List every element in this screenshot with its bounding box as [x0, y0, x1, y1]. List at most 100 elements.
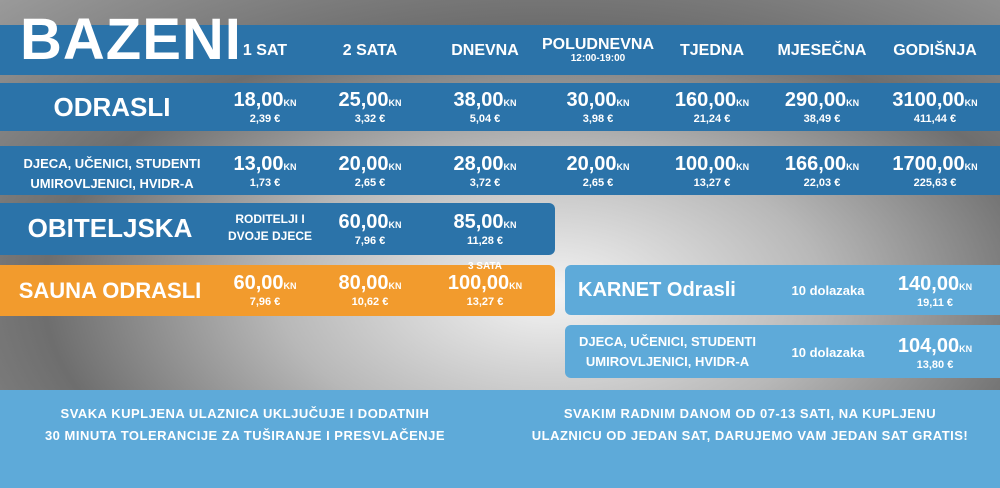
header-band [0, 25, 1000, 75]
karnet-band [565, 325, 1000, 378]
price-cell: 85,00KN 11,28 € [425, 212, 545, 248]
karnet-band [565, 265, 1000, 315]
price-cell: 104,00KN 13,80 € [875, 336, 995, 372]
price: 160,00 [674, 89, 737, 111]
price-eur: 3,98 € [582, 113, 614, 125]
currency: KN [283, 98, 297, 108]
price-cell: 18,00KN 2,39 € [205, 90, 325, 126]
price-eur: 13,27 € [693, 177, 731, 189]
price-eur: 2,39 € [249, 113, 281, 125]
column-sub: 12:00-19:00 [570, 53, 626, 64]
price-line: 166,00KN [762, 154, 882, 177]
price-line: 20,00KN [310, 154, 430, 177]
price-eur: 2,65 € [582, 177, 614, 189]
price: 104,00 [897, 335, 960, 357]
price: 100,00 [447, 272, 510, 294]
price-eur: 38,49 € [803, 113, 841, 125]
price-line: 28,00KN [425, 154, 545, 177]
price-line: 104,00KN [875, 336, 995, 359]
price-eur: 411,44 € [913, 113, 957, 125]
karnet-label-line: KARNET Odrasli [578, 279, 736, 301]
price-cell: 140,00KN 19,11 € [875, 274, 995, 310]
footer-line: SVAKA KUPLJENA ULAZNICA UKLJUČUJE I DODA… [60, 406, 430, 421]
price: 1700,00 [892, 153, 965, 175]
price-cell: 30,00KN 3,98 € [538, 90, 658, 126]
row-label: OBITELJSKA [27, 213, 193, 243]
family-note-line: DVOJE DJECE [227, 229, 313, 243]
karnet-visits: 10 dolazaka [791, 283, 865, 298]
price: 28,00 [453, 153, 504, 175]
price: 38,00 [453, 89, 504, 111]
price-eur: 3,72 € [469, 177, 501, 189]
price-line: 18,00KN [205, 90, 325, 113]
price: 20,00 [566, 153, 617, 175]
currency: KN [283, 162, 297, 172]
karnet-label-line: DJECA, UČENICI, STUDENTI [579, 334, 756, 349]
price-eur: 11,28 € [466, 235, 504, 247]
column-label: MJESEČNA [777, 42, 867, 59]
price-eur: 13,80 € [916, 359, 954, 371]
column-header: 2 SATA [310, 42, 430, 59]
karnet-visits: 10 dolazaka [791, 345, 865, 360]
column-label: 2 SATA [342, 42, 398, 59]
row-label: ODRASLI [0, 92, 227, 122]
column-label: DNEVNA [451, 42, 519, 59]
currency: KN [964, 98, 978, 108]
row-band [0, 83, 1000, 131]
price-cell: 20,00KN 2,65 € [310, 154, 430, 190]
price-eur: 22,03 € [803, 177, 841, 189]
column-header: MJESEČNA [762, 42, 882, 59]
karnet-label: KARNET Odrasli [578, 276, 778, 304]
price-line: 85,00KN [425, 212, 545, 235]
price: 3100,00 [892, 89, 965, 111]
footer-line: SVAKIM RADNIM DANOM OD 07-13 SATI, NA KU… [563, 406, 937, 421]
price-cell: 28,00KN 3,72 € [425, 154, 545, 190]
price-line: 80,00KN [310, 273, 430, 296]
column-label: 1 SAT [242, 42, 288, 59]
karnet-label: DJECA, UČENICI, STUDENTI UMIROVLJENICI, H… [565, 332, 770, 372]
price-cell: 290,00KN 38,49 € [762, 90, 882, 126]
row-label-line: DJECA, UČENICI, STUDENTI [23, 156, 201, 171]
price-cell: 1700,00KN 225,63 € [875, 154, 995, 190]
price-line: 60,00KN [310, 212, 430, 235]
price: 140,00 [897, 273, 960, 295]
row-band [0, 146, 1000, 195]
price-cell: 100,00KN 13,27 € [425, 273, 545, 309]
price: 80,00 [338, 272, 389, 294]
sauna-note: 3 SATA [467, 261, 503, 272]
price-cell: 20,00KN 2,65 € [538, 154, 658, 190]
family-note: RODITELJI I DVOJE DJECE [155, 211, 385, 245]
price-cell: 80,00KN 10,62 € [310, 273, 430, 309]
footer-line: 30 MINUTA TOLERANCIJE ZA TUŠIRANJE I PRE… [44, 428, 446, 443]
price: 100,00 [674, 153, 737, 175]
row-band [0, 203, 555, 255]
row-label: DJECA, UČENICI, STUDENTI UMIROVLJENICI, H… [0, 154, 227, 194]
price: 18,00 [233, 89, 284, 111]
currency: KN [959, 344, 973, 354]
row-band [0, 265, 555, 316]
column-label: GODIŠNJA [893, 42, 977, 59]
price-cell: 25,00KN 3,32 € [310, 90, 430, 126]
currency: KN [959, 282, 973, 292]
price-line: 13,00KN [205, 154, 325, 177]
price: 60,00 [233, 272, 284, 294]
currency: KN [503, 220, 517, 230]
column-header: DNEVNA [425, 42, 545, 59]
price-eur: 7,96 € [249, 296, 281, 308]
price-line: 38,00KN [425, 90, 545, 113]
price-line: 20,00KN [538, 154, 658, 177]
currency: KN [846, 162, 860, 172]
footer-note: SVAKIM RADNIM DANOM OD 07-13 SATI, NA KU… [520, 403, 980, 447]
row-label-line: UMIROVLJENICI, HVIDR-A [30, 176, 194, 191]
footer-band [0, 390, 1000, 488]
price-cell: 160,00KN 21,24 € [652, 90, 772, 126]
currency: KN [388, 281, 402, 291]
currency: KN [503, 162, 517, 172]
price-eur: 21,24 € [693, 113, 731, 125]
currency: KN [736, 98, 750, 108]
currency: KN [388, 98, 402, 108]
currency: KN [846, 98, 860, 108]
price-eur: 225,63 € [913, 177, 957, 189]
currency: KN [616, 162, 630, 172]
